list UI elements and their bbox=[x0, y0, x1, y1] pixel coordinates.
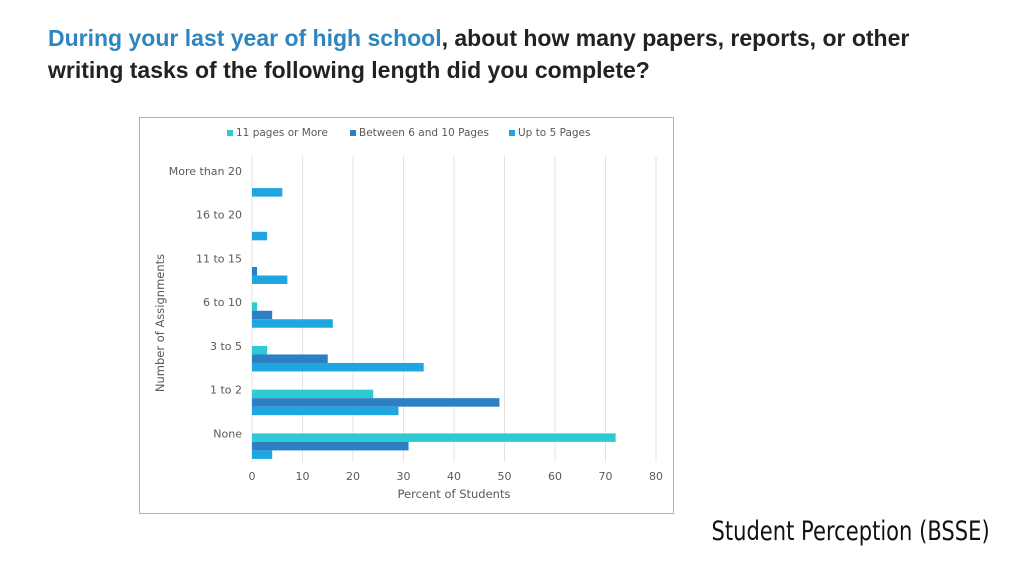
legend-swatch bbox=[509, 130, 515, 136]
x-tick-label: 20 bbox=[346, 470, 360, 483]
legend-label: 11 pages or More bbox=[236, 127, 328, 139]
y-tick-label: 3 to 5 bbox=[210, 340, 242, 353]
x-tick-label: 0 bbox=[249, 470, 256, 483]
legend-swatch bbox=[350, 130, 356, 136]
bar bbox=[252, 398, 500, 407]
x-tick-label: 40 bbox=[447, 470, 461, 483]
bar-chart: 0 10 20 30 40 50 60 70 80 More than 20 16 to 20 11 … bbox=[153, 127, 663, 501]
x-tick-label: 60 bbox=[548, 470, 562, 483]
x-axis-title: Percent of Students bbox=[398, 487, 511, 501]
bar bbox=[252, 406, 399, 416]
y-tick-label: 1 to 2 bbox=[210, 384, 242, 397]
bar bbox=[252, 188, 283, 197]
legend-label: Up to 5 Pages bbox=[518, 127, 590, 139]
y-tick-label: None bbox=[213, 427, 242, 440]
x-tick-label: 30 bbox=[397, 470, 411, 483]
x-tick-label: 10 bbox=[296, 470, 310, 483]
bar bbox=[252, 354, 328, 363]
bar bbox=[252, 267, 258, 276]
slide-title-rest: , about how many papers, reports, or oth… bbox=[48, 25, 910, 83]
y-tick-label: More than 20 bbox=[169, 165, 242, 178]
y-tick-label: 16 to 20 bbox=[196, 209, 242, 222]
bar bbox=[252, 450, 273, 459]
footer-caption: Student Perception (BSSE) bbox=[711, 516, 990, 547]
bar bbox=[252, 275, 288, 285]
x-tick-label: 50 bbox=[498, 470, 512, 483]
slide-title-highlight: During your last year of high school bbox=[48, 25, 442, 51]
bar bbox=[252, 441, 409, 451]
bar bbox=[252, 231, 268, 241]
bar bbox=[252, 302, 258, 311]
x-tick-label: 70 bbox=[599, 470, 613, 483]
bar bbox=[252, 362, 424, 372]
bar bbox=[252, 389, 374, 399]
legend-label: Between 6 and 10 Pages bbox=[359, 127, 489, 139]
bar bbox=[252, 433, 616, 442]
x-tick-label: 80 bbox=[649, 470, 663, 483]
bar bbox=[252, 319, 333, 328]
legend-swatch bbox=[227, 130, 233, 136]
y-tick-label: 6 to 10 bbox=[203, 296, 242, 309]
bar bbox=[252, 345, 268, 355]
y-tick-label: 11 to 15 bbox=[196, 252, 242, 265]
slide-title: During your last year of high school, ab… bbox=[48, 22, 948, 86]
bar bbox=[252, 310, 273, 320]
y-axis-title: Number of Assignments bbox=[153, 254, 167, 392]
chart-frame: 0 10 20 30 40 50 60 70 80 More than 20 16 to 20 11 … bbox=[139, 117, 674, 514]
